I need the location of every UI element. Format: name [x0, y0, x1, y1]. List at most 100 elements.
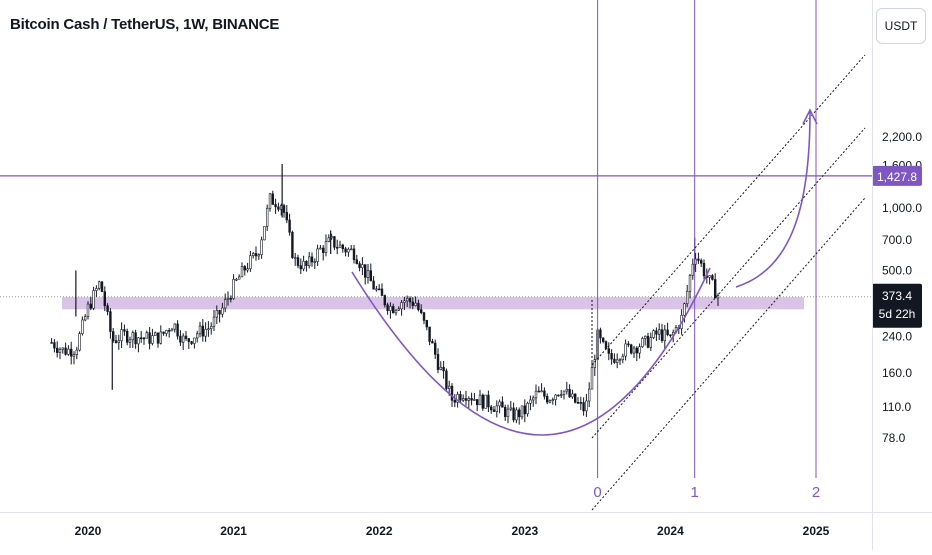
candle-body: [562, 390, 566, 395]
candle-body: [86, 303, 90, 317]
channel-line-1[interactable]: [591, 54, 866, 366]
candle-body: [232, 279, 235, 299]
candle-body: [126, 330, 129, 343]
candle-body: [98, 281, 101, 289]
symbol-title[interactable]: Bitcoin Cash / TetherUS, 1W, BINANCE: [10, 16, 280, 33]
candle-body: [260, 239, 263, 255]
candle-body: [506, 408, 510, 418]
candle-body: [187, 338, 190, 342]
currency-button[interactable]: USDT: [876, 8, 926, 44]
candle-body: [324, 241, 328, 253]
candle-body: [316, 248, 319, 262]
candle-body: [618, 359, 622, 362]
candle-body: [182, 335, 185, 343]
candle-body: [81, 319, 84, 334]
candle-body: [369, 270, 372, 282]
candle-body: [484, 394, 487, 409]
candle-body: [431, 341, 434, 344]
candle-body: [293, 257, 297, 259]
price-tick-label: 240.0: [882, 330, 912, 344]
candle-body: [529, 399, 532, 404]
candle-body: [268, 193, 272, 209]
candle-body: [201, 325, 204, 337]
candle-body: [579, 402, 583, 404]
candle-body: [551, 399, 555, 402]
channel-line-3[interactable]: [591, 197, 866, 511]
price-axis-divider: [872, 0, 873, 550]
candle-body: [711, 275, 714, 280]
candle-body: [162, 331, 165, 334]
candle-body: [422, 312, 426, 321]
candle-body: [663, 329, 667, 341]
candle-body: [207, 328, 210, 330]
candle-body: [475, 399, 479, 406]
candle-body: [380, 288, 384, 296]
candle-body: [459, 394, 462, 401]
candle-body: [599, 329, 602, 339]
candle-body: [117, 340, 121, 343]
candle-body: [394, 309, 398, 314]
candle-body: [313, 261, 316, 263]
candle-body: [193, 337, 196, 344]
candle-body: [170, 328, 174, 332]
candle-body: [699, 260, 703, 264]
candle-body: [226, 297, 230, 300]
candle-body: [196, 333, 199, 339]
level-price-badge[interactable]: [872, 165, 922, 186]
candle-body: [585, 400, 588, 412]
last-price-label: 373.4: [882, 289, 912, 303]
candle-body: [347, 248, 350, 253]
candle-body: [657, 329, 661, 335]
candle-body: [235, 278, 238, 281]
cup-arc[interactable]: [351, 267, 711, 436]
candle-body: [53, 342, 56, 349]
candle-body: [573, 393, 577, 403]
candle-body: [103, 291, 107, 307]
candle-body: [335, 246, 339, 249]
projection-curve[interactable]: [735, 111, 811, 288]
candle-body: [607, 348, 611, 354]
candle-body: [627, 343, 630, 346]
candle-body: [411, 301, 414, 306]
candle-body: [319, 247, 322, 250]
candle-body: [540, 390, 543, 393]
candle-body: [84, 316, 87, 321]
candle-body: [464, 398, 468, 401]
candle-body: [291, 231, 294, 259]
price-tick-label: 110.0: [882, 400, 911, 414]
candle-body: [453, 400, 456, 403]
candle-body: [137, 337, 140, 345]
marker-label-0: 0: [593, 484, 601, 501]
candle-body: [363, 264, 367, 278]
candle-body: [445, 370, 448, 389]
countdown-label: 5d 22h: [879, 307, 916, 321]
candle-body: [447, 385, 451, 389]
candle-body: [89, 303, 93, 309]
candle-body: [243, 266, 246, 271]
candle-body: [688, 274, 692, 292]
candle-body: [512, 407, 515, 421]
candle-body: [383, 295, 386, 306]
candle-body: [254, 253, 258, 257]
candle-body: [265, 207, 269, 227]
candle-body: [621, 355, 625, 361]
candle-body: [358, 263, 361, 269]
time-tick-label: 2023: [511, 524, 538, 538]
candle-body: [559, 394, 563, 396]
candle-body: [537, 390, 541, 393]
time-tick-label: 2024: [657, 524, 684, 538]
channel-line-2[interactable]: [591, 127, 866, 439]
candle-body: [249, 255, 252, 269]
candle-body: [568, 388, 571, 398]
candle-body: [716, 295, 720, 299]
candle-body: [414, 302, 417, 306]
candle-body: [288, 219, 291, 233]
candle-body: [470, 398, 473, 401]
support-zone[interactable]: [62, 297, 804, 310]
candle-body: [702, 262, 706, 277]
candle-body: [545, 396, 549, 403]
candle-body: [400, 302, 403, 310]
candle-body: [321, 247, 325, 253]
